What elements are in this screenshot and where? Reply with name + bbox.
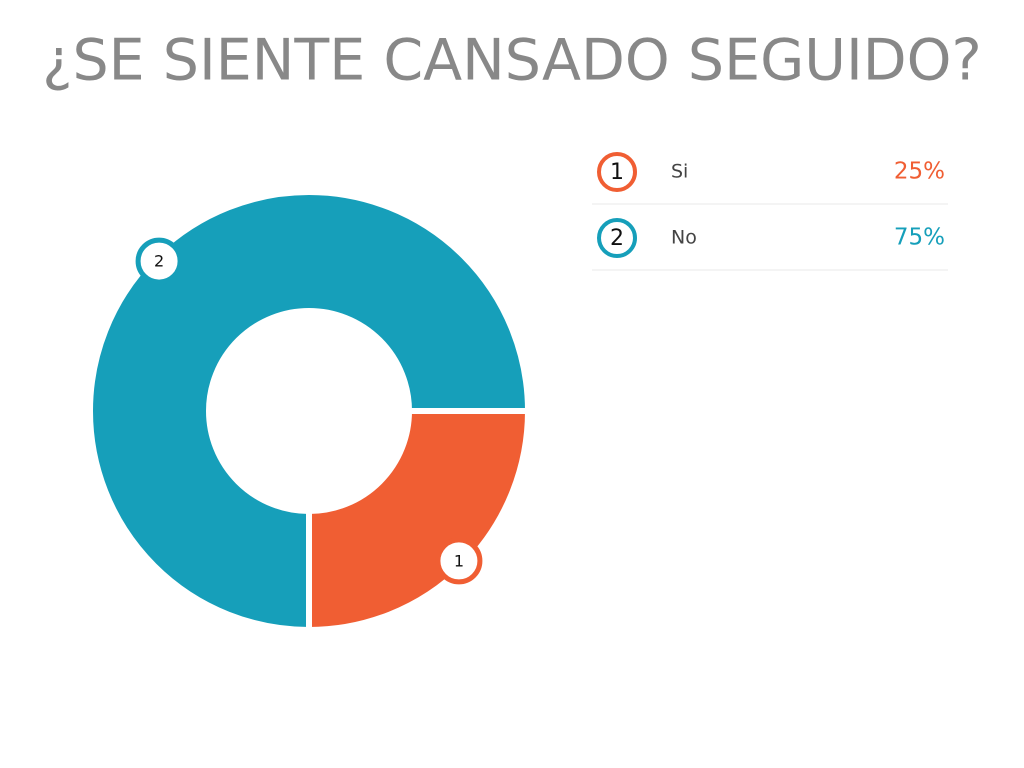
legend-badge-label: 2 [610, 226, 624, 251]
legend-badge [597, 218, 637, 258]
donut-slice [306, 408, 532, 634]
legend-label: Si [671, 161, 688, 183]
legend-value: 25% [894, 159, 945, 185]
legend-label: No [671, 227, 697, 249]
slice-badge [435, 537, 483, 585]
legend-badge [597, 152, 637, 192]
slice-badge [135, 237, 183, 285]
slice-badge-label: 2 [154, 252, 164, 271]
donut-slice [87, 189, 532, 634]
slice-badge-label: 1 [454, 551, 464, 570]
legend-value: 75% [894, 225, 945, 251]
chart-title: ¿SE SIENTE CANSADO SEGUIDO? [42, 28, 982, 94]
legend-badge-label: 1 [610, 160, 624, 185]
